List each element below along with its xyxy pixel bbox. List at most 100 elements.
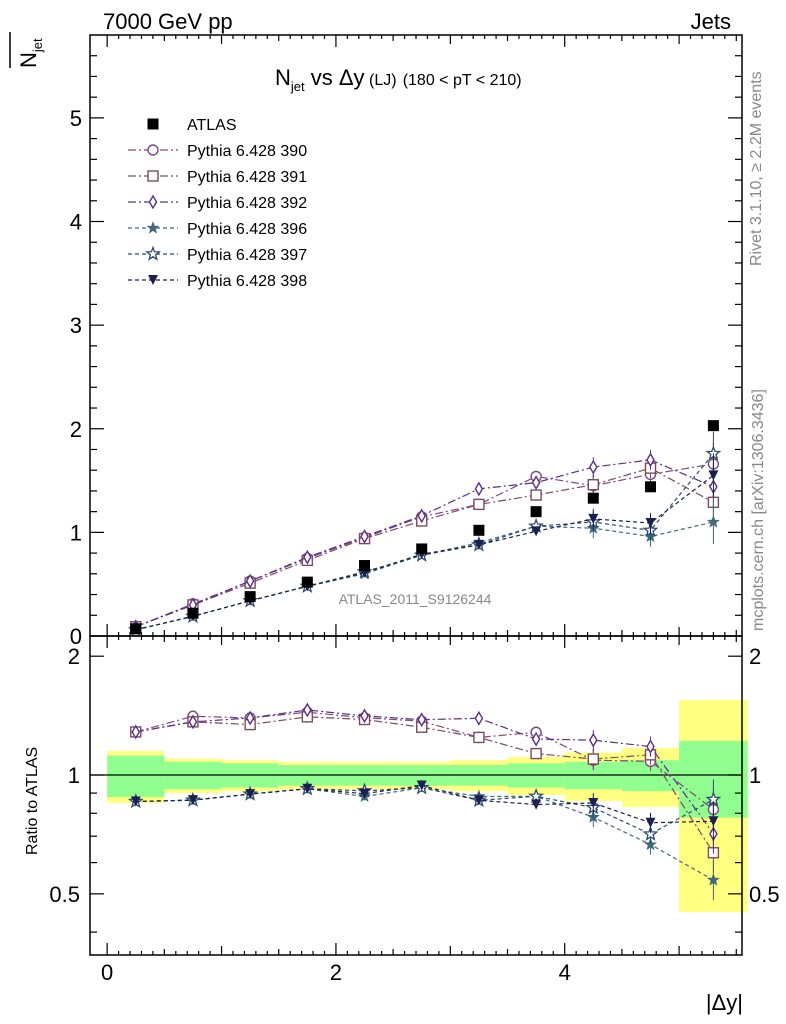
- ratio-point: [188, 714, 198, 730]
- legend-marker: [148, 275, 158, 285]
- series-line: [135, 521, 714, 631]
- ratio-tick-label-right: 1: [749, 763, 761, 788]
- header-left: 7000 GeV pp: [103, 9, 233, 34]
- data-point: [187, 607, 199, 619]
- y-tick-label: 3: [70, 313, 82, 338]
- data-point: [245, 573, 255, 589]
- ratio-point: [528, 787, 545, 803]
- y-tick-label: 5: [70, 106, 82, 131]
- data-point: [360, 529, 369, 544]
- legend-label: Pythia 6.428 396: [187, 221, 307, 238]
- y-tick-label: 1: [70, 520, 82, 545]
- series-atlas: [130, 420, 719, 635]
- ratio-point: [587, 753, 599, 765]
- ratio-series-line: [135, 709, 714, 835]
- legend-label: Pythia 6.428 397: [187, 247, 307, 264]
- data-point: [531, 526, 542, 537]
- legend-label: Pythia 6.428 392: [187, 195, 307, 212]
- data-point: [130, 623, 142, 635]
- ratio-point: [245, 789, 256, 800]
- legend-label: Pythia 6.428 398: [187, 273, 307, 290]
- ratio-point: [131, 724, 141, 740]
- y-tick-label: 0: [70, 624, 82, 649]
- ratio-point: [302, 783, 313, 794]
- data-point: [244, 591, 256, 603]
- ratio-point: [706, 873, 720, 886]
- data-point: [588, 513, 599, 524]
- legend-label: Pythia 6.428 390: [187, 143, 307, 160]
- data-point: [587, 479, 599, 491]
- legend-marker: [145, 245, 161, 261]
- legend-entry-6: Pythia 6.428 398: [128, 273, 307, 290]
- data-point: [644, 481, 656, 493]
- data-point: [301, 576, 313, 588]
- x-axis-label: |Δy|: [706, 990, 743, 1015]
- legend-marker: [147, 118, 159, 130]
- ratio-point: [473, 795, 484, 806]
- data-point: [473, 539, 484, 550]
- legend-entry-3: Pythia 6.428 392: [128, 194, 307, 212]
- legend-entry-5: Pythia 6.428 397: [128, 245, 307, 264]
- legend-entry-2: Pythia 6.428 391: [128, 169, 307, 186]
- data-point: [303, 549, 312, 565]
- data-point: [587, 492, 599, 504]
- ratio-tick-label-left: 2: [68, 644, 80, 669]
- ratio-point: [708, 816, 719, 827]
- legend-entry-0: ATLAS: [147, 117, 237, 134]
- ratio-point: [187, 795, 198, 806]
- y-tick-label: 2: [70, 417, 82, 442]
- ratio-point: [588, 797, 599, 808]
- ratio-point: [474, 710, 484, 726]
- rivet-label: Rivet 3.1.10, ≥ 2.2M events: [748, 71, 765, 266]
- analysis-watermark: ATLAS_2011_S9126244: [339, 591, 492, 607]
- x-tick-label: 2: [330, 960, 342, 985]
- ratio-point: [417, 712, 427, 728]
- ratio-point: [303, 702, 312, 718]
- data-point: [474, 481, 484, 497]
- y-tick-label: 4: [70, 210, 82, 235]
- ratio-tick-label-left: 1: [68, 763, 80, 788]
- data-point: [473, 498, 485, 511]
- series-1: [130, 458, 720, 873]
- data-point: [646, 452, 655, 468]
- data-point: [706, 515, 720, 528]
- data-point: [417, 508, 427, 524]
- legend-entry-1: Pythia 6.428 390: [128, 143, 307, 160]
- ratio-band-inner: [107, 755, 165, 797]
- svg-text:Njet: Njet: [16, 38, 45, 68]
- ratio-point: [642, 825, 659, 841]
- x-tick-label: 4: [559, 960, 571, 985]
- data-point: [645, 518, 656, 529]
- ratio-tick-label-right: 0.5: [749, 882, 780, 907]
- ratio-point: [530, 747, 542, 760]
- ratio-tick-label-left: 0.5: [49, 882, 80, 907]
- ratio-point: [588, 732, 598, 748]
- data-point: [530, 489, 542, 501]
- legend-marker: [146, 221, 160, 234]
- ratio-point: [416, 780, 427, 791]
- data-point: [359, 560, 371, 572]
- chart-title: Njet vs Δy (LJ) (180 < pT < 210): [275, 65, 522, 94]
- legend-marker: [147, 170, 159, 182]
- legend-entry-4: Pythia 6.428 396: [128, 221, 307, 238]
- ratio-point: [473, 731, 485, 744]
- data-point: [531, 475, 541, 491]
- data-point: [473, 524, 485, 536]
- x-tick-label: 0: [101, 960, 113, 985]
- ratio-point: [531, 799, 542, 810]
- data-point: [530, 506, 542, 518]
- mcplots-label: mcplots.cern.ch [arXiv:1306.3436]: [750, 389, 767, 631]
- ratio-point: [645, 817, 656, 828]
- ratio-point: [245, 710, 255, 726]
- data-point: [707, 420, 719, 432]
- y-axis-label: Njet: [9, 32, 45, 68]
- ratio-point: [646, 739, 655, 754]
- legend-label: Pythia 6.428 391: [187, 169, 307, 186]
- ratio-point: [359, 788, 370, 799]
- header-right: Jets: [691, 9, 731, 34]
- legend-label: ATLAS: [187, 117, 237, 134]
- ratio-point: [130, 796, 141, 807]
- data-point: [416, 543, 428, 555]
- ratio-point: [531, 731, 541, 747]
